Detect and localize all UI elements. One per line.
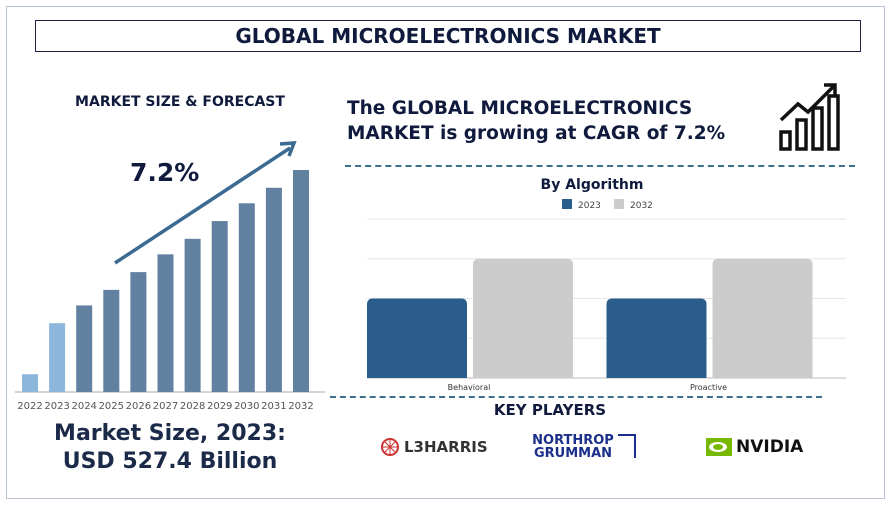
bar-2027 <box>157 254 174 392</box>
logo-northrop-grumman-text: NORTHROP GRUMMAN <box>528 434 618 460</box>
headline-line1: The GLOBAL MICROELECTRONICS <box>347 98 693 119</box>
market-size-line2: USD 527.4 Billion <box>62 449 278 474</box>
cagr-label: 7.2% <box>130 158 200 187</box>
bar-Proactive-2032 <box>712 258 813 378</box>
trend-arrow <box>114 146 291 265</box>
tick-label-2031: 2031 <box>261 401 286 412</box>
logo-nvidia-text: NVIDIA <box>736 437 804 457</box>
bar-2026 <box>130 272 147 392</box>
logo-nvidia: NVIDIA <box>706 437 803 457</box>
bar-2024 <box>76 305 93 392</box>
market-size-line1: Market Size, 2023: <box>54 421 286 446</box>
algorithm-chart: By Algorithm 2023 2032 Behavioral Proactive <box>367 177 846 392</box>
bar-2022 <box>22 374 38 392</box>
tick-label-2024: 2024 <box>71 401 96 412</box>
divider-top <box>345 165 855 167</box>
bar-2028 <box>184 238 201 392</box>
tick-label-2027: 2027 <box>153 401 178 412</box>
tick-label-2032: 2032 <box>288 401 313 412</box>
bar-2023 <box>49 323 66 392</box>
trend-arrowhead <box>279 141 297 157</box>
bar-2029 <box>211 221 228 392</box>
l3harris-globe-icon <box>381 438 399 456</box>
tick-label-2025: 2025 <box>99 401 124 412</box>
tick-label-2026: 2026 <box>126 401 151 412</box>
tick-label-2022: 2022 <box>17 401 42 412</box>
legend-swatch-2023 <box>562 199 572 209</box>
bar-Behavioral-2023 <box>367 298 467 378</box>
tick-label-2029: 2029 <box>207 401 232 412</box>
market-size-text: Market Size, 2023: USD 527.4 Billion <box>20 420 320 476</box>
category-label-Behavioral: Behavioral <box>448 383 491 392</box>
legend-label-2023: 2023 <box>578 201 601 211</box>
bar-chart-growth-arrow-icon <box>779 83 840 151</box>
category-label-Proactive: Proactive <box>690 383 727 392</box>
page-title: GLOBAL MICROELECTRONICS MARKET <box>35 20 861 52</box>
logo-l3harris: L3HARRIS <box>380 437 488 457</box>
bar-2030 <box>238 203 255 392</box>
bar-2032 <box>293 170 309 392</box>
legend-swatch-2032 <box>614 199 624 209</box>
market-size-chart: 2022 2023 2024 2025 2026 2027 2028 2029 2030 2031… <box>15 141 325 412</box>
logo-northrop-grumman: NORTHROP GRUMMAN <box>528 434 636 460</box>
headline: The GLOBAL MICROELECTRONICS MARKET is gr… <box>347 96 725 146</box>
outer-frame <box>6 6 885 499</box>
divider-bottom <box>330 396 822 398</box>
headline-line2: MARKET is growing at CAGR of 7.2% <box>347 123 726 144</box>
bar-Proactive-2023 <box>606 298 707 378</box>
nvidia-eye-icon <box>706 438 732 456</box>
bar-2031 <box>265 187 282 392</box>
tick-label-2028: 2028 <box>180 401 205 412</box>
tick-label-2030: 2030 <box>234 401 259 412</box>
bar-Behavioral-2032 <box>473 258 573 378</box>
legend-label-2032: 2032 <box>630 201 653 211</box>
market-size-subtitle: MARKET SIZE & FORECAST <box>75 94 285 110</box>
chart-title: By Algorithm <box>541 177 644 193</box>
logo-l3harris-text: L3HARRIS <box>404 438 488 456</box>
bar-2025 <box>103 289 120 392</box>
key-players-title: KEY PLAYERS <box>493 401 607 419</box>
tick-label-2023: 2023 <box>44 401 69 412</box>
